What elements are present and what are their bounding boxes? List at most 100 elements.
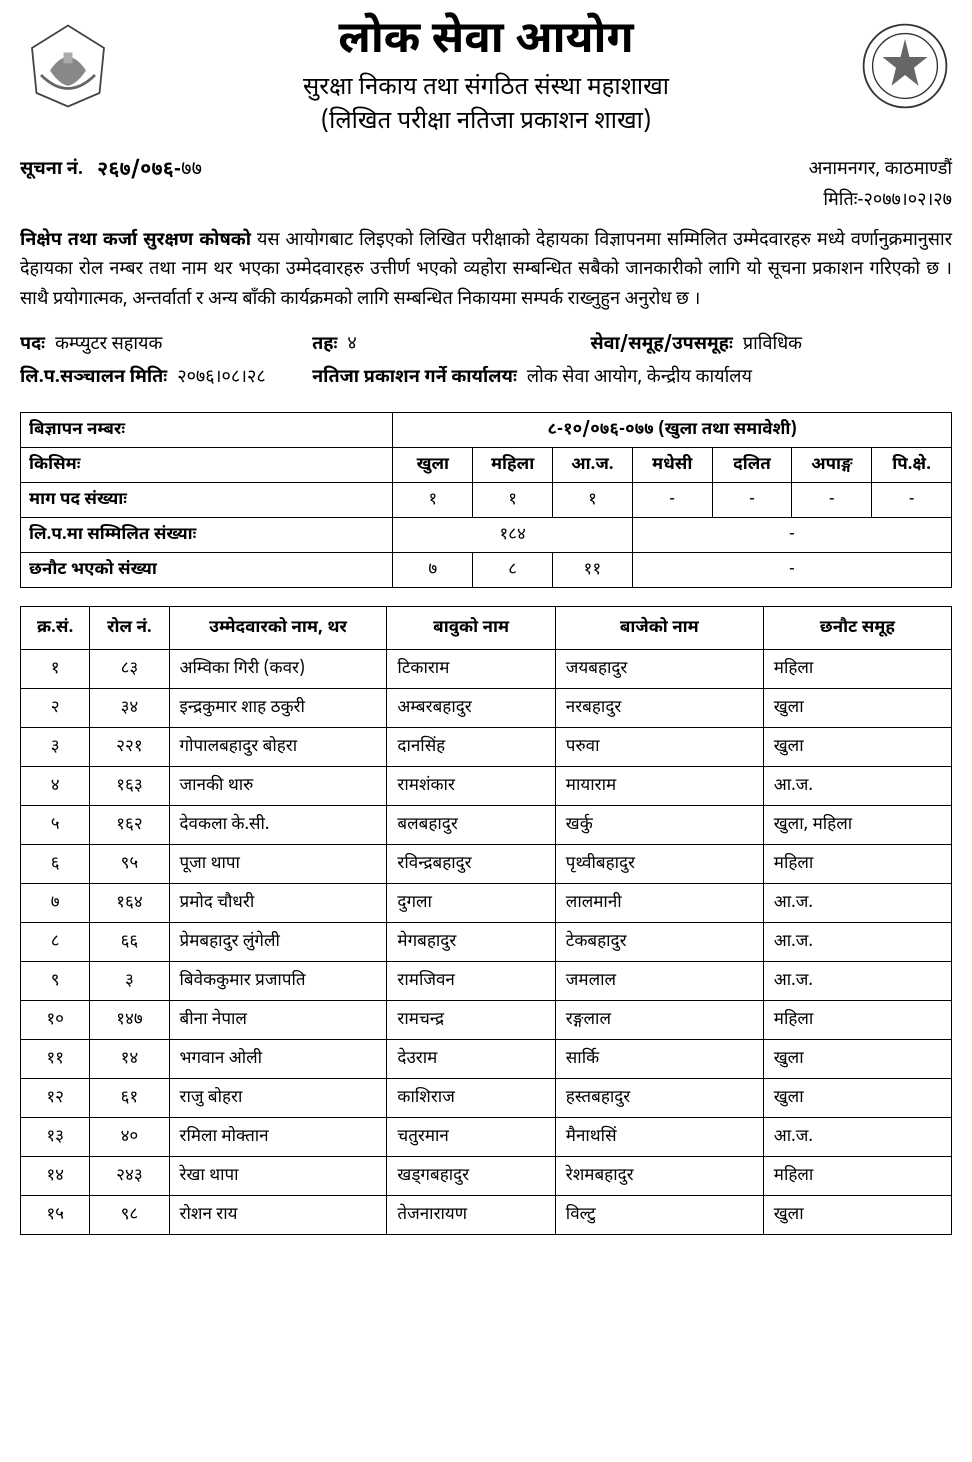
sub-title-2: (लिखित परीक्षा नतिजा प्रकाशन शाखा) (125, 106, 847, 140)
table-cell: खुला (763, 1195, 951, 1234)
table-cell: महिला (763, 844, 951, 883)
table-cell: दुगला (387, 883, 555, 922)
nepal-emblem-icon (20, 18, 115, 113)
table-cell: ६१ (90, 1078, 169, 1117)
table-cell: ४ (21, 766, 90, 805)
table-cell: अम्बरबहादुर (387, 688, 555, 727)
notice-label: सूचना नं. (20, 159, 83, 182)
table-cell: ८ (21, 922, 90, 961)
table-cell: १५ (21, 1195, 90, 1234)
table-cell: आ.ज. (763, 961, 951, 1000)
table-cell: खर्कु (555, 805, 763, 844)
table-cell: १४७ (90, 1000, 169, 1039)
table-cell: मायाराम (555, 766, 763, 805)
table-cell: १६३ (90, 766, 169, 805)
table-cell: चतुरमान (387, 1117, 555, 1156)
table-cell: रमिला मोक्तान (169, 1117, 387, 1156)
table-cell: ९८ (90, 1195, 169, 1234)
table-cell: आ.ज. (763, 883, 951, 922)
summary-row-appeared: लि.प.मा सम्मिलित संख्याः १८४ - (21, 517, 952, 552)
col-name: उम्मेदवारको नाम, थर (169, 606, 387, 649)
table-cell: १ (21, 649, 90, 688)
table-cell: जानकी थारु (169, 766, 387, 805)
table-cell: खुला (763, 727, 951, 766)
table-cell: बीना नेपाल (169, 1000, 387, 1039)
notice-number: २६७/०७६-७७ (97, 158, 202, 184)
table-cell: आ.ज. (763, 922, 951, 961)
table-cell: काशिराज (387, 1078, 555, 1117)
table-row: १२६१राजु बोहराकाशिराजहस्तबहादुरखुला (21, 1078, 952, 1117)
date-value: २०७७।०२।२७ (863, 190, 952, 213)
table-row: ३२२१गोपालबहादुर बोहरादानसिंहपरुवाखुला (21, 727, 952, 766)
table-cell: रेशमबहादुर (555, 1156, 763, 1195)
summary-row-adv: बिज्ञापन नम्बरः ८-१०/०७६-०७७ (खुला तथा स… (21, 412, 952, 447)
col-sn: क्र.सं. (21, 606, 90, 649)
table-cell: मेगबहादुर (387, 922, 555, 961)
table-cell: २ (21, 688, 90, 727)
table-cell: तेजनारायण (387, 1195, 555, 1234)
col-roll: रोल नं. (90, 606, 169, 649)
meta-level: तहः४ (312, 334, 590, 357)
table-cell: इन्द्रकुमार शाह ठकुरी (169, 688, 387, 727)
table-cell: ३ (90, 961, 169, 1000)
paragraph-lead: निक्षेप तथा कर्जा सुरक्षण कोषको (20, 230, 251, 253)
adv-value: ८-१०/०७६-०७७ (खुला तथा समावेशी) (393, 412, 952, 447)
table-cell: रामजिवन (387, 961, 555, 1000)
office-location: अनामनगर, काठमाण्डौं (809, 159, 952, 182)
table-cell: ८३ (90, 649, 169, 688)
table-cell: जयबहादुर (555, 649, 763, 688)
meta-grid: पदःकम्प्युटर सहायक तहः४ सेवा/समूह/उपसमूह… (20, 334, 952, 390)
table-cell: १२ (21, 1078, 90, 1117)
table-row: १८३अम्विका गिरी (कवर)टिकारामजयबहादुरमहिल… (21, 649, 952, 688)
table-cell: रामशंकार (387, 766, 555, 805)
psc-logo-icon (857, 18, 952, 113)
table-cell: पूजा थापा (169, 844, 387, 883)
table-cell: लालमानी (555, 883, 763, 922)
table-cell: बिवेककुमार प्रजापति (169, 961, 387, 1000)
date-label: मितिः- (823, 190, 863, 213)
table-cell: १३ (21, 1117, 90, 1156)
table-cell: टेकबहादुर (555, 922, 763, 961)
table-cell: रोशन राय (169, 1195, 387, 1234)
table-cell: जमलाल (555, 961, 763, 1000)
table-cell: अम्विका गिरी (कवर) (169, 649, 387, 688)
table-cell: नरबहादुर (555, 688, 763, 727)
table-cell: खुला, महिला (763, 805, 951, 844)
notice-row: सूचना नं. २६७/०७६-७७ अनामनगर, काठमाण्डौं (20, 158, 952, 184)
table-cell: २२१ (90, 727, 169, 766)
table-cell: खड्गबहादुर (387, 1156, 555, 1195)
table-cell: परुवा (555, 727, 763, 766)
table-cell: राजु बोहरा (169, 1078, 387, 1117)
meta-service: सेवा/समूह/उपसमूहःप्राविधिक (590, 334, 952, 357)
table-cell: देउराम (387, 1039, 555, 1078)
meta-post: पदःकम्प्युटर सहायक (20, 334, 312, 357)
table-cell: रेखा थापा (169, 1156, 387, 1195)
table-cell: विल्टु (555, 1195, 763, 1234)
table-cell: ११ (21, 1039, 90, 1078)
table-cell: रविन्द्रबहादुर (387, 844, 555, 883)
table-row: ६९५पूजा थापारविन्द्रबहादुरपृथ्वीबहादुरमह… (21, 844, 952, 883)
table-cell: ६६ (90, 922, 169, 961)
main-title: लोक सेवा आयोग (125, 18, 847, 66)
table-cell: २४३ (90, 1156, 169, 1195)
table-cell: रामचन्द्र (387, 1000, 555, 1039)
notice-paragraph: निक्षेप तथा कर्जा सुरक्षण कोषको यस आयोगब… (20, 227, 952, 316)
table-cell: ५ (21, 805, 90, 844)
table-cell: १६४ (90, 883, 169, 922)
table-row: ८६६प्रेमबहादुर लुंगेलीमेगबहादुरटेकबहादुर… (21, 922, 952, 961)
meta-office: नतिजा प्रकाशन गर्ने कार्यालयःलोक सेवा आय… (312, 367, 952, 390)
col-gfather: बाजेको नाम (555, 606, 763, 649)
col-group: छनौट समूह (763, 606, 951, 649)
table-cell: प्रेमबहादुर लुंगेली (169, 922, 387, 961)
table-row: १३४०रमिला मोक्तानचतुरमानमैनाथसिंआ.ज. (21, 1117, 952, 1156)
meta-exam-date: लि.प.सञ्चालन मितिः२०७६।०८।२८ (20, 367, 312, 390)
table-row: १०१४७बीना नेपालरामचन्द्ररङ्गलालमहिला (21, 1000, 952, 1039)
table-cell: हस्तबहादुर (555, 1078, 763, 1117)
table-cell: १० (21, 1000, 90, 1039)
table-cell: महिला (763, 1156, 951, 1195)
table-cell: खुला (763, 1039, 951, 1078)
header-title-block: लोक सेवा आयोग सुरक्षा निकाय तथा संगठित स… (125, 18, 847, 140)
table-cell: आ.ज. (763, 766, 951, 805)
table-cell: महिला (763, 649, 951, 688)
summary-row-selected: छनौट भएको संख्या ७ ८ ११ - (21, 552, 952, 587)
